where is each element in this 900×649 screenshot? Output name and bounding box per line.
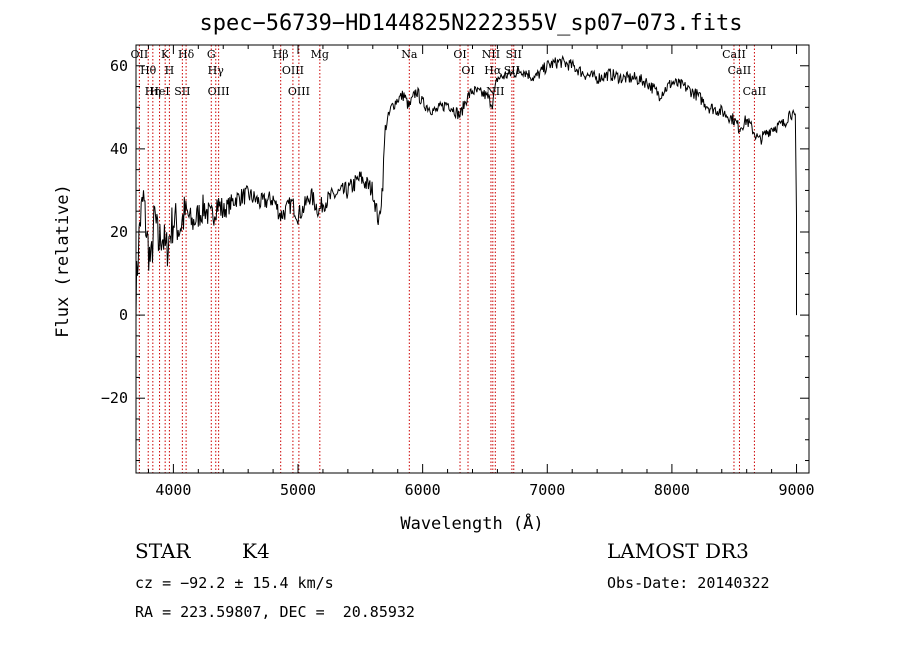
line-marker-label: NII: [486, 85, 504, 98]
y-axis-label: Flux (relative): [53, 184, 73, 338]
spectral-line-markers: [138, 45, 755, 473]
line-marker-label: OIII: [282, 64, 304, 77]
line-marker-label: CaII: [722, 48, 746, 61]
line-marker-label: Hβ: [273, 48, 289, 61]
line-marker-label: H: [165, 64, 175, 77]
object-class: STAR: [135, 539, 191, 563]
x-tick-label: 4000: [155, 481, 191, 499]
line-marker-label: Hγ: [208, 64, 225, 77]
y-tick-label: 40: [110, 140, 128, 158]
x-tick-label: 6000: [405, 481, 441, 499]
flux-series-line: [135, 54, 797, 318]
line-marker-label: SII: [174, 85, 190, 98]
y-tick-label: −20: [101, 389, 128, 407]
object-subclass: K4: [242, 539, 270, 563]
x-tick-label: 8000: [654, 481, 690, 499]
coordinates: RA = 223.59807, DEC = 20.85932: [135, 603, 415, 621]
line-marker-label: Na: [401, 48, 418, 61]
x-axis-label: Wavelength (Å): [400, 512, 543, 534]
line-marker-label: OII: [131, 48, 149, 61]
line-marker-label: Hδ: [178, 48, 195, 61]
redshift-readout: cz = −92.2 ± 15.4 km/s: [135, 574, 334, 592]
y-axis-ticks: −20 0 20 40 60: [101, 44, 809, 462]
line-marker-label: CaII: [728, 64, 752, 77]
line-marker-label: OIII: [208, 85, 230, 98]
x-tick-label: 5000: [280, 481, 316, 499]
chart-title: spec−56739−HD144825N222355V_sp07−073.fit…: [199, 11, 742, 36]
line-marker-label: NII: [482, 48, 500, 61]
y-tick-label: 60: [110, 57, 128, 75]
x-tick-label: 9000: [778, 481, 814, 499]
plot-frame: [135, 44, 810, 474]
y-tick-label: 0: [119, 306, 128, 324]
line-marker-label: OI: [453, 48, 466, 61]
line-marker-label: Hθ: [140, 64, 157, 77]
line-marker-label: Hα: [484, 64, 502, 77]
line-marker-label: Hη: [145, 85, 161, 98]
line-marker-label: Mg: [311, 48, 329, 61]
x-axis-ticks: 4000 5000 6000 7000 8000 9000: [147, 45, 815, 499]
line-marker-label: HeI: [149, 85, 169, 98]
x-tick-label: 7000: [529, 481, 565, 499]
survey-name: LAMOST DR3: [607, 539, 749, 563]
line-marker-label: K: [161, 48, 170, 61]
line-marker-label: OIII: [288, 85, 310, 98]
line-marker-label: SII: [506, 48, 522, 61]
line-marker-label: G: [207, 48, 216, 61]
y-tick-label: 20: [110, 223, 128, 241]
line-marker-label: CaII: [743, 85, 767, 98]
obs-date: Obs-Date: 20140322: [607, 574, 770, 592]
line-marker-label: OI: [461, 64, 474, 77]
